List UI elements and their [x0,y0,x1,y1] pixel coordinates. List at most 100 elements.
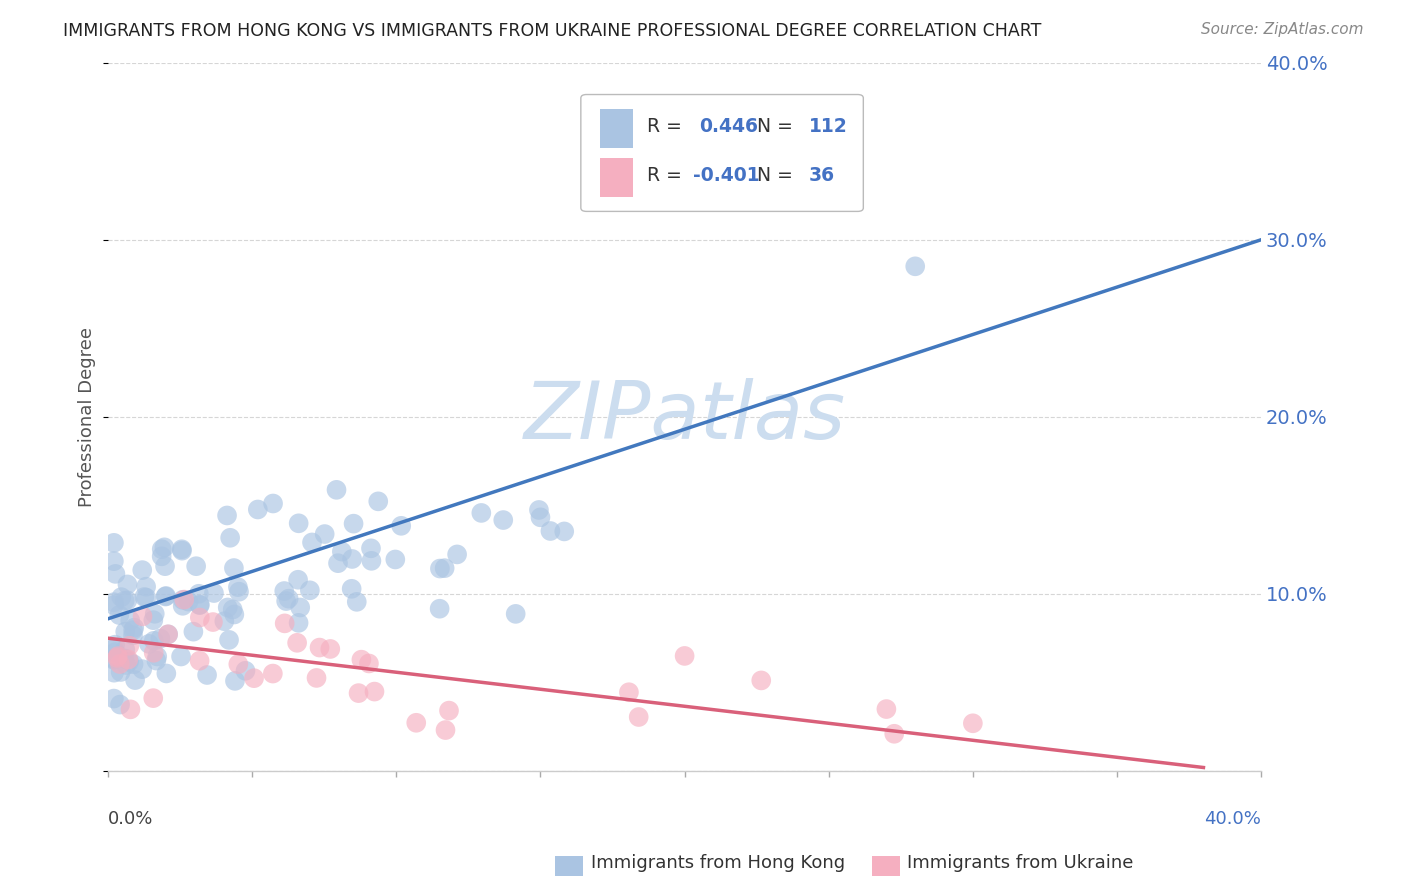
Point [529,510,551,524]
Point [285,636,308,650]
Point [142,613,165,627]
Point [875,702,897,716]
Point [446,548,468,562]
Point [305,671,328,685]
Point [170,649,193,664]
Point [142,646,165,660]
Text: R =: R = [647,117,688,136]
Point [142,633,165,648]
Point [122,621,145,635]
Point [492,513,515,527]
Point [172,599,194,613]
Point [103,554,125,568]
Point [363,684,385,698]
Point [350,653,373,667]
Point [183,624,205,639]
Point [246,502,269,516]
Point [103,595,125,609]
Point [131,662,153,676]
Point [319,642,342,657]
Point [122,628,145,642]
Point [103,653,125,667]
Point [155,589,177,603]
Point [188,610,211,624]
Point [110,665,132,679]
Point [103,536,125,550]
Point [177,594,200,608]
Point [122,657,145,672]
Text: 40.0%: 40.0% [1205,810,1261,828]
Point [308,640,330,655]
Point [437,704,460,718]
Point [325,483,347,497]
Point [117,593,139,607]
Point [124,673,146,687]
Point [202,586,225,600]
Point [389,518,412,533]
Point [142,691,165,706]
Point [118,639,141,653]
Point [143,607,166,621]
Text: Immigrants from Ukraine: Immigrants from Ukraine [907,855,1133,872]
Text: 112: 112 [808,117,848,136]
Point [342,516,364,531]
Point [617,685,640,699]
Point [104,645,127,659]
Point [505,607,527,621]
Text: Source: ZipAtlas.com: Source: ZipAtlas.com [1201,22,1364,37]
Point [434,723,457,737]
Point [155,666,177,681]
Point [215,508,238,523]
Point [172,592,194,607]
Point [146,649,169,664]
Point [883,727,905,741]
Text: -0.401: -0.401 [693,167,759,186]
Point [135,591,157,605]
Point [138,637,160,651]
Point [357,657,380,671]
Point [170,542,193,557]
Point [360,541,382,556]
Point [188,598,211,612]
Point [108,698,131,712]
Point [314,527,336,541]
Point [134,590,156,604]
Point [226,580,249,594]
Point [201,615,224,629]
Text: N =: N = [758,167,799,186]
Point [749,673,772,688]
Point [135,580,157,594]
Text: 36: 36 [808,167,835,186]
Point [301,535,323,549]
Point [360,554,382,568]
Point [214,614,236,628]
Point [429,561,451,575]
Point [290,600,312,615]
Point [150,542,173,557]
Point [222,602,245,616]
Text: N =: N = [758,117,799,136]
Text: R =: R = [647,167,688,186]
Point [115,658,138,673]
Point [188,598,211,612]
Point [170,543,193,558]
Point [218,632,240,647]
Point [224,673,246,688]
Point [405,715,427,730]
Point [157,627,180,641]
Point [346,595,368,609]
Point [287,516,309,531]
Point [217,600,239,615]
Point [470,506,492,520]
Point [153,559,176,574]
Point [340,582,363,596]
Point [110,590,132,604]
Point [224,607,246,622]
Point [527,503,550,517]
Point [155,590,177,604]
Point [187,587,209,601]
Text: IMMIGRANTS FROM HONG KONG VS IMMIGRANTS FROM UKRAINE PROFESSIONAL DEGREE CORRELA: IMMIGRANTS FROM HONG KONG VS IMMIGRANTS … [63,22,1042,40]
Point [287,615,309,630]
Text: 0.0%: 0.0% [108,810,153,828]
Point [429,601,451,615]
